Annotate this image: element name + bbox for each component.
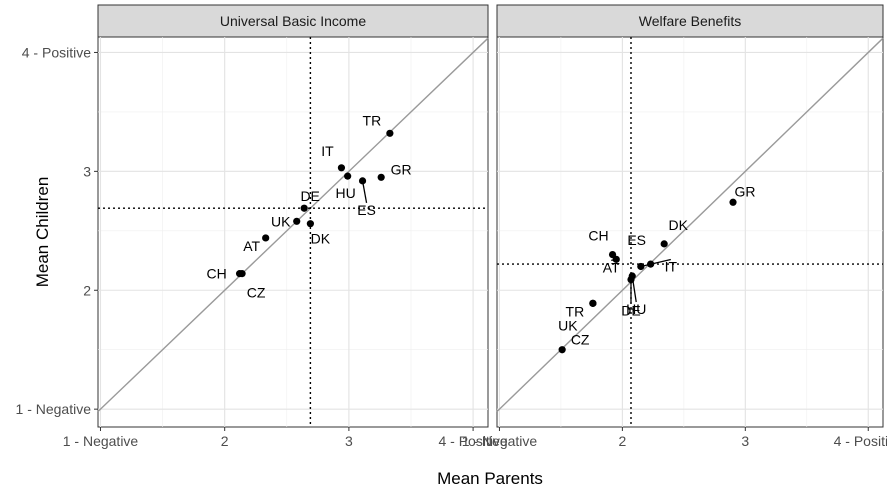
panel-1-point-label-CH: CH (588, 228, 608, 244)
panel-1-point-UK (589, 299, 597, 307)
panel-0-point-TR (386, 129, 394, 137)
panel-0-identity-line (97, 37, 489, 413)
panel-0-x-tick-label: 2 (221, 433, 229, 449)
panel-1-point-label-TR: TR (566, 303, 585, 319)
panel-1-leader-IT (640, 258, 671, 268)
y-tick-label: 2 (83, 282, 91, 298)
panel-1-x-tick-label: 3 (741, 433, 749, 449)
panel-0-point-IT (337, 164, 346, 172)
y-tick-label: 4 - Positive (22, 44, 91, 60)
panel-0-point-label-TR: TR (363, 112, 382, 128)
panel-1-point-DK (660, 240, 668, 248)
panel-1-point-GR (729, 198, 737, 206)
panel-0-point-label-UK: UK (271, 213, 291, 229)
panel-1-point-label-GR: GR (735, 183, 756, 199)
panel-1-point-CZ (558, 346, 566, 354)
panel-ubi-plot-area (97, 36, 489, 428)
y-tick-label: 3 (83, 163, 91, 179)
panel-welfare-plot-area (496, 36, 884, 428)
panel-welfare-title: Welfare Benefits (639, 13, 741, 29)
panel-0-point-HU (344, 172, 352, 180)
y-axis: 1 - Negative 2 3 4 - Positive (16, 44, 98, 417)
panel-0-point-GR (377, 173, 385, 181)
panel-0-point-DK (306, 220, 314, 228)
panel-0-point-UK (293, 217, 301, 225)
panel-1-point-label-ES: ES (627, 232, 646, 248)
panel-0-point-CZ (238, 270, 246, 278)
panel-0-point-label-CH: CH (206, 266, 226, 282)
panel-ubi-title: Universal Basic Income (220, 13, 366, 29)
panel-1-point-label-CZ: CZ (571, 332, 590, 348)
panel-0-point-ES (358, 177, 367, 185)
panel-0-point-label-ES: ES (357, 202, 376, 218)
panel-1-point-label-UK: UK (558, 317, 578, 333)
panel-0-x-tick-label: 3 (345, 433, 353, 449)
panel-1-x-tick-label: 1 - Negative (462, 433, 538, 449)
panel-1-point-IT (637, 262, 645, 271)
panel-1-point-label-IT: IT (665, 258, 678, 274)
panel-1-x-tick-label: 4 - Positive (834, 433, 887, 449)
panel-0-x-tick-label: 4 - Positive (438, 433, 507, 449)
panel-0-point-label-DK: DK (311, 231, 331, 247)
panel-0-point-DE (300, 204, 308, 212)
panel-1-point-label-DE: DE (621, 303, 640, 319)
panel-1-point-AT (612, 255, 620, 263)
y-axis-title: Mean Children (33, 177, 52, 288)
panel-1-point-DE (627, 275, 635, 284)
panel-1-point-label-DK: DK (668, 217, 688, 233)
panel-0-leader-ES (361, 180, 368, 203)
panel-1-point-label-AT: AT (603, 259, 620, 275)
panel-0-x-tick-label: 1 - Negative (63, 433, 139, 449)
panel-0-point-label-GR: GR (391, 161, 412, 177)
panel-1-x-tick-label: 2 (618, 433, 626, 449)
panel-0-point-label-CZ: CZ (247, 285, 266, 301)
y-tick-label: 1 - Negative (16, 401, 92, 417)
x-axis-title: Mean Parents (437, 469, 543, 488)
panel-0-point-label-IT: IT (321, 143, 334, 159)
panel-0-point-label-DE: DE (300, 188, 319, 204)
panel-ubi-strip (97, 4, 489, 38)
panel-0-point-label-AT: AT (243, 238, 260, 254)
panel-1-point-label-HU: HU (626, 301, 646, 317)
panel-0-point-label-HU: HU (336, 185, 356, 201)
panel-0-point-AT (262, 234, 270, 242)
panel-welfare-strip (496, 4, 884, 38)
